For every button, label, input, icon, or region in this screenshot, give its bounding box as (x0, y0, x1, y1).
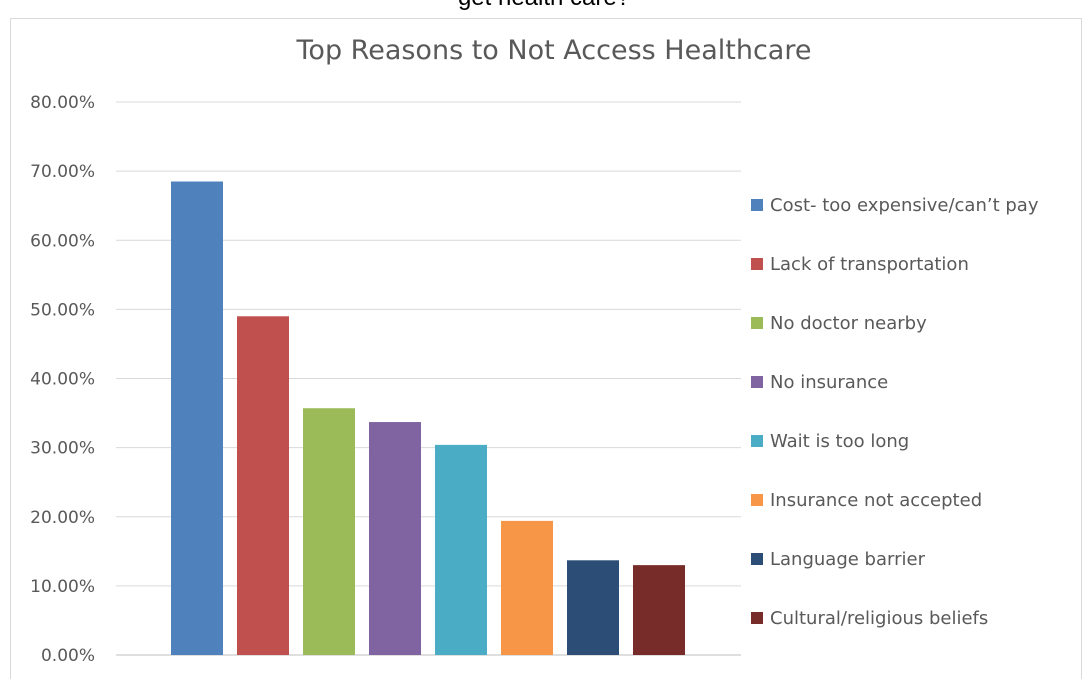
chart-area: Top Reasons to Not Access Healthcare 0.0… (10, 18, 1082, 679)
legend-label: Lack of transportation (770, 254, 969, 275)
bar (501, 520, 553, 655)
y-tick-label: 20.00% (30, 508, 95, 528)
legend-swatch (751, 376, 763, 388)
legend-swatch (751, 317, 763, 329)
legend-label: Cost- too expensive/can’t pay (770, 195, 1039, 216)
y-tick-label: 60.00% (30, 231, 95, 251)
bar-chart: Top Reasons to Not Access Healthcare 0.0… (30, 35, 1039, 666)
legend-label: No insurance (770, 372, 888, 393)
bar (435, 444, 487, 655)
legend-swatch (751, 612, 763, 624)
legend-swatch (751, 494, 763, 506)
legend-label: Cultural/religious beliefs (770, 608, 988, 629)
legend-label: Language barrier (770, 549, 926, 570)
y-tick-label: 40.00% (30, 370, 95, 390)
legend-swatch (751, 199, 763, 211)
legend-swatch (751, 258, 763, 270)
y-tick-label: 0.00% (41, 646, 95, 666)
bar (171, 181, 223, 655)
y-tick-label: 30.00% (30, 439, 95, 459)
legend-swatch (751, 553, 763, 565)
legend-label: No doctor nearby (770, 313, 927, 334)
y-tick-label: 80.00% (30, 93, 95, 113)
bar (567, 560, 619, 655)
legend-swatch (751, 435, 763, 447)
cropped-page-heading: get health care? (0, 0, 1088, 12)
bars (171, 181, 685, 655)
y-tick-label: 50.00% (30, 300, 95, 320)
legend: Cost- too expensive/can’t pay Lack of tra… (751, 195, 1039, 629)
y-tick-label: 10.00% (30, 577, 95, 597)
bar (633, 565, 685, 655)
legend-label: Insurance not accepted (770, 490, 982, 511)
bar (303, 408, 355, 655)
bar (369, 422, 421, 655)
y-axis: 0.00% 10.00% 20.00% 30.00% 40.00% 50.00% 60.00… (30, 93, 95, 666)
legend-label: Wait is too long (770, 431, 909, 452)
chart-title: Top Reasons to Not Access Healthcare (296, 35, 812, 66)
y-tick-label: 70.00% (30, 162, 95, 182)
bar (237, 316, 289, 655)
